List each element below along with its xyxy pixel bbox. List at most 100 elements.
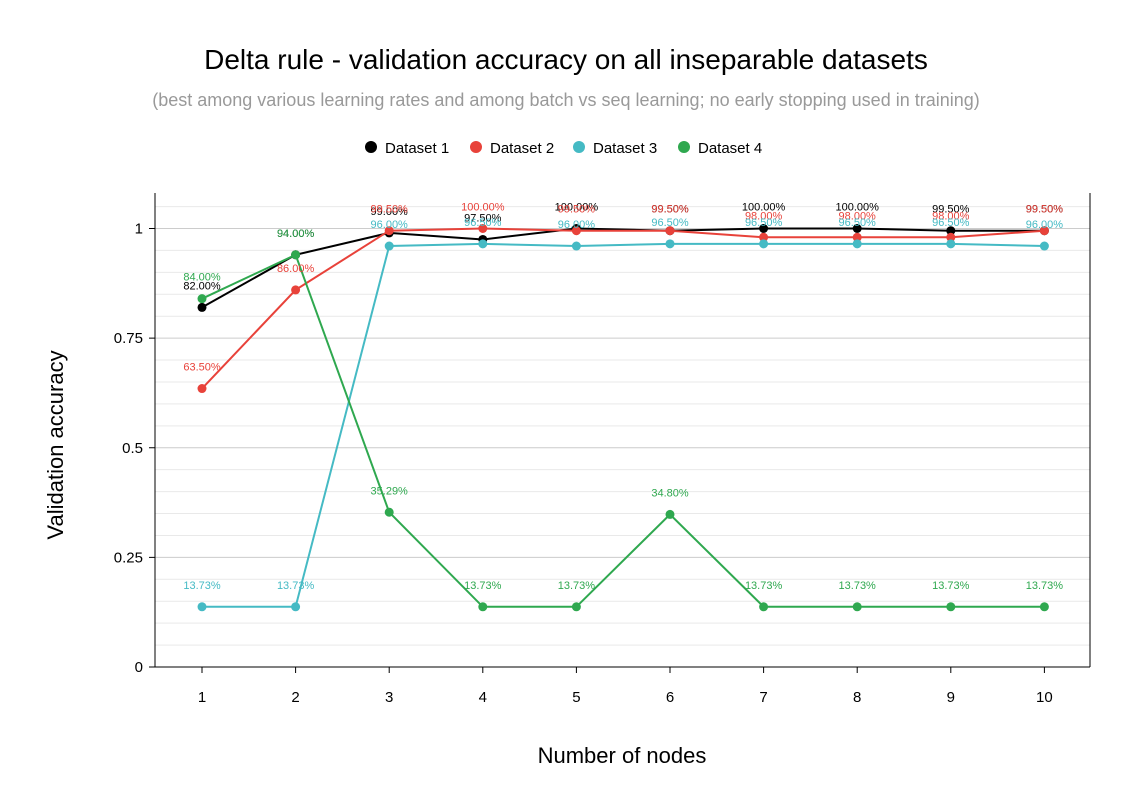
data-label: 82.00% bbox=[183, 280, 221, 292]
data-label: 99.50% bbox=[558, 204, 596, 216]
data-label: 98.00% bbox=[745, 210, 783, 222]
data-label: 34.80% bbox=[651, 487, 689, 499]
data-label: 99.00% bbox=[371, 206, 409, 218]
legend-marker bbox=[678, 141, 690, 153]
data-point bbox=[759, 602, 769, 612]
legend-item: Dataset 2 bbox=[470, 140, 554, 157]
y-ticks: 0 0.25 0.5 0.75 1 bbox=[114, 221, 155, 676]
y-tick-label: 0 bbox=[135, 659, 143, 676]
data-point bbox=[197, 384, 207, 394]
data-label: 13.73% bbox=[745, 580, 783, 592]
series-dataset-3 bbox=[197, 239, 1049, 612]
data-point bbox=[946, 226, 956, 236]
data-labels: 82.00%94.00%99.00%97.50%100.00% 99.50% 100… bbox=[183, 202, 1063, 592]
data-point bbox=[852, 232, 862, 242]
data-label: 35.29% bbox=[371, 485, 409, 497]
data-label: 13.73% bbox=[277, 580, 315, 592]
data-point bbox=[946, 602, 956, 612]
data-label: 100.00% bbox=[835, 202, 879, 214]
data-point bbox=[571, 241, 581, 251]
data-point bbox=[852, 224, 862, 233]
y-tick-label: 0.25 bbox=[114, 549, 143, 566]
data-point bbox=[384, 241, 394, 251]
data-label: 96.00% bbox=[1026, 219, 1064, 231]
data-point bbox=[291, 285, 301, 295]
data-point bbox=[1039, 226, 1049, 236]
data-point bbox=[852, 602, 862, 612]
y-tick-label: 0.75 bbox=[114, 330, 143, 347]
data-label: 96.00% bbox=[371, 219, 409, 231]
legend-marker bbox=[365, 141, 377, 153]
data-label: 97.50% bbox=[464, 212, 502, 224]
data-point bbox=[759, 239, 769, 249]
data-point bbox=[946, 239, 956, 249]
data-point bbox=[571, 602, 581, 612]
x-tick-label: 4 bbox=[479, 689, 487, 706]
data-label: 96.50% bbox=[839, 217, 877, 229]
data-point bbox=[1039, 602, 1049, 612]
series-line bbox=[202, 242, 1045, 608]
series-line bbox=[201, 253, 1045, 608]
data-label: 13.73% bbox=[839, 580, 877, 592]
data-point bbox=[665, 226, 675, 236]
data-label: 100.00% bbox=[742, 202, 786, 214]
x-ticks: 1 2 3 4 5 6 7 8 9 10 bbox=[198, 667, 1053, 706]
data-label: 99.50% bbox=[371, 204, 409, 216]
legend-marker bbox=[470, 141, 482, 153]
data-point bbox=[478, 239, 488, 249]
data-label: 63.50% bbox=[183, 362, 221, 374]
data-point bbox=[946, 232, 956, 242]
x-tick-label: 9 bbox=[947, 689, 955, 706]
grid bbox=[155, 206, 1090, 646]
data-label: 96.50% bbox=[932, 217, 970, 229]
data-label: 13.73% bbox=[932, 580, 970, 592]
data-label: 96.50% bbox=[464, 217, 502, 229]
legend: Dataset 1 Dataset 2 Dataset 3 Dataset 4 bbox=[365, 140, 762, 157]
legend-item: Dataset 4 bbox=[678, 140, 762, 157]
data-label: 98.00% bbox=[932, 210, 970, 222]
data-label: 94.00% bbox=[277, 228, 315, 240]
axes bbox=[154, 193, 1091, 668]
x-tick-label: 7 bbox=[759, 689, 767, 706]
data-point bbox=[759, 224, 769, 233]
legend-label: Dataset 4 bbox=[698, 140, 762, 157]
data-label: 13.73% bbox=[1026, 580, 1064, 592]
data-label: 99.50% bbox=[1026, 204, 1064, 216]
data-label: 94.00% bbox=[277, 228, 315, 240]
y-axis-title: Validation accuracy bbox=[43, 350, 68, 539]
data-point bbox=[665, 509, 675, 519]
data-point bbox=[197, 602, 207, 612]
data-label: 99.50% bbox=[651, 204, 689, 216]
data-point bbox=[197, 294, 207, 304]
data-label: 86.00% bbox=[277, 263, 315, 275]
data-point bbox=[291, 250, 301, 260]
series-dataset-4 bbox=[197, 250, 1049, 612]
data-point bbox=[665, 239, 675, 249]
data-label: 13.73% bbox=[183, 580, 221, 592]
x-tick-label: 6 bbox=[666, 689, 674, 706]
series-dataset-2 bbox=[197, 224, 1049, 394]
data-label: 13.73% bbox=[464, 580, 502, 592]
data-label: 96.00% bbox=[558, 219, 596, 231]
legend-item: Dataset 3 bbox=[573, 140, 657, 157]
data-label: 100.00% bbox=[555, 202, 599, 214]
chart-subtitle: (best among various learning rates and a… bbox=[152, 90, 980, 110]
data-point bbox=[291, 602, 301, 612]
x-axis-title: Number of nodes bbox=[538, 743, 707, 768]
legend-marker bbox=[573, 141, 585, 153]
data-label: 96.50% bbox=[745, 217, 783, 229]
data-label: 99.50% bbox=[1026, 204, 1064, 216]
x-tick-label: 10 bbox=[1036, 689, 1053, 706]
x-tick-label: 2 bbox=[291, 689, 299, 706]
data-point bbox=[197, 302, 207, 312]
data-point bbox=[478, 224, 488, 233]
x-tick-label: 3 bbox=[385, 689, 393, 706]
legend-label: Dataset 1 bbox=[385, 140, 449, 157]
data-point bbox=[759, 232, 769, 242]
data-label: 99.50% bbox=[932, 204, 970, 216]
data-point bbox=[571, 226, 581, 236]
legend-label: Dataset 3 bbox=[593, 140, 657, 157]
data-point bbox=[478, 602, 488, 612]
data-point bbox=[852, 239, 862, 249]
series-line bbox=[201, 227, 1045, 390]
